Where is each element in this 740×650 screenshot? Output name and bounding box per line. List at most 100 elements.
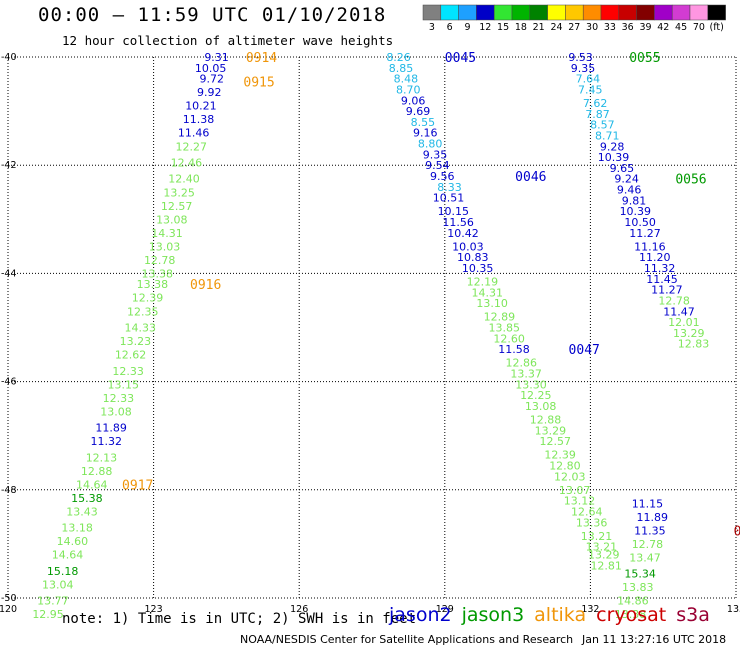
wave-height-value: 12.25 xyxy=(520,389,552,402)
wave-height-value: 12.33 xyxy=(112,365,144,378)
scale-label: 39 xyxy=(639,22,651,33)
wave-height-value: 9.35 xyxy=(423,148,448,161)
wave-height-value: 12.78 xyxy=(144,254,176,267)
wave-height-value: 13.37 xyxy=(510,367,542,380)
wave-height-value: 8.85 xyxy=(389,62,414,75)
scale-label: 42 xyxy=(657,22,669,33)
wave-height-value: 13.43 xyxy=(66,505,98,518)
wave-height-value: 8.57 xyxy=(590,119,615,132)
y-tick-label: -40 xyxy=(1,52,17,63)
scale-swatch xyxy=(671,4,691,21)
wave-height-value: 11.15 xyxy=(632,497,664,510)
scale-swatch xyxy=(618,4,637,21)
scale-label: 33 xyxy=(604,22,616,33)
scale-swatch xyxy=(689,4,709,21)
scale-label: 3 xyxy=(429,22,435,33)
scale-swatch xyxy=(476,4,495,21)
wave-height-value: 7.87 xyxy=(585,108,610,121)
wave-height-value: 9.92 xyxy=(197,86,222,99)
wave-height-value: 10.83 xyxy=(457,251,489,264)
scale-label: 24 xyxy=(550,22,562,33)
wave-height-value: 12.83 xyxy=(678,338,710,351)
wave-height-value: 13.21 xyxy=(586,541,618,554)
wave-height-value: 13.08 xyxy=(100,405,132,418)
wave-height-value: 13.04 xyxy=(42,578,74,591)
wave-height-value: 13.21 xyxy=(581,530,613,543)
wave-height-value: 12.95 xyxy=(32,608,64,621)
wave-height-value: 7.64 xyxy=(576,73,601,86)
pass-time-label: 0056 xyxy=(675,173,706,188)
wave-height-value: 11.46 xyxy=(178,127,210,140)
x-tick-label: 129 xyxy=(436,604,454,615)
y-tick-label: -42 xyxy=(1,160,17,171)
footer-timestamp: Jan 11 13:27:16 UTC 2018 xyxy=(582,633,727,646)
wave-height-value: 14.64 xyxy=(52,549,84,562)
scale-swatch xyxy=(529,4,548,21)
wave-height-value: 13.38 xyxy=(137,278,169,291)
scale-label: 15 xyxy=(497,22,509,33)
scale-label: 45 xyxy=(675,22,687,33)
wave-height-value: 11.20 xyxy=(639,251,671,264)
scale-swatch xyxy=(493,4,513,21)
scale-swatch xyxy=(600,4,620,21)
wave-height-value: 11.58 xyxy=(498,343,530,356)
wave-height-value: 9.81 xyxy=(622,194,647,207)
wave-height-value: 12.80 xyxy=(549,459,581,472)
scale-label: 18 xyxy=(515,22,527,33)
wave-height-value: 11.16 xyxy=(634,240,666,253)
scale-label: 70 xyxy=(693,22,705,33)
wave-height-value: 12.81 xyxy=(590,560,622,573)
wave-height-value: 14.31 xyxy=(472,286,504,299)
wave-height-value: 9.65 xyxy=(610,162,635,175)
scale-label: 27 xyxy=(568,22,580,33)
wave-height-value: 12.27 xyxy=(175,140,207,153)
wave-height-value: 12.78 xyxy=(658,294,690,307)
wave-height-value: 10.21 xyxy=(185,100,217,113)
wave-height-value: 13.12 xyxy=(564,495,596,508)
x-tick-label: 120 xyxy=(0,604,17,615)
y-tick-label: -46 xyxy=(1,377,17,388)
wave-height-value: 7.62 xyxy=(583,97,608,110)
wave-height-value: 12.78 xyxy=(632,538,664,551)
wave-height-value: 11.27 xyxy=(651,284,683,297)
wave-height-value: 12.40 xyxy=(168,173,200,186)
scale-swatch xyxy=(636,4,655,21)
wave-height-value: 11.38 xyxy=(183,113,215,126)
wave-height-value: 12.01 xyxy=(668,316,700,329)
scale-label: 30 xyxy=(586,22,598,33)
wave-height-value: 8.48 xyxy=(394,73,419,86)
wave-height-value: 11.27 xyxy=(629,227,661,240)
scale-swatch xyxy=(654,4,673,21)
wave-height-value: 10.42 xyxy=(447,227,479,240)
x-tick-label: 135 xyxy=(727,604,740,615)
wave-height-value: 12.33 xyxy=(103,392,135,405)
wave-height-value: 10.50 xyxy=(624,216,656,229)
scale-swatch xyxy=(582,4,602,21)
wave-height-value: 14.86 xyxy=(617,595,649,608)
wave-height-value: 13.03 xyxy=(149,240,181,253)
pass-time-label: 0045 xyxy=(445,51,476,66)
y-tick-label: -50 xyxy=(1,593,17,604)
scale-label: 21 xyxy=(533,22,545,33)
scale-label: 9 xyxy=(464,22,470,33)
scale-label: 6 xyxy=(447,22,453,33)
wave-height-value: 15.34 xyxy=(624,568,656,581)
wave-height-value: 11.45 xyxy=(646,273,678,286)
plot-grid: 120 123 126 129 132 135 -40 -42 -44 -46 -48 -50 xyxy=(0,52,740,615)
wave-height-value: 7.45 xyxy=(578,83,603,96)
satellite-legend: jason2 jason3 altika cryosat s3a xyxy=(389,604,720,626)
wave-height-value: 10.05 xyxy=(195,62,227,75)
wave-height-value: 13.08 xyxy=(525,400,557,413)
wave-height-value: 13.23 xyxy=(120,335,152,348)
wave-height-value: 12.60 xyxy=(493,332,525,345)
wave-height-value: 12.13 xyxy=(86,451,118,464)
pass-time-label: 0055 xyxy=(629,51,660,66)
scale-swatch xyxy=(565,4,584,21)
pass-time-label: 0916 xyxy=(190,278,221,293)
wave-height-value: 13.77 xyxy=(37,595,69,608)
pass-time-label: 0 xyxy=(734,524,740,539)
wave-height-value: 10.51 xyxy=(433,192,465,205)
wave-height-value: 8.26 xyxy=(386,51,411,64)
